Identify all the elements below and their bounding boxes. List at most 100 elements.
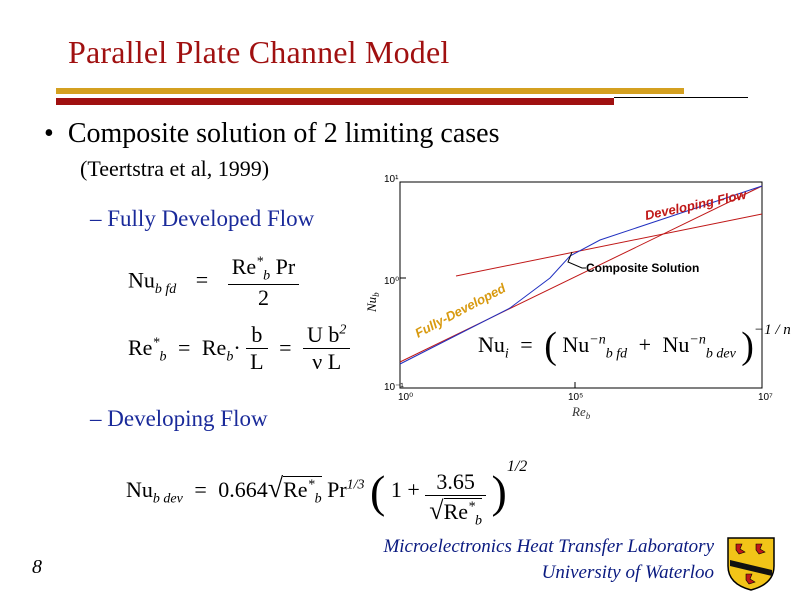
fully-developed-line — [455, 213, 763, 277]
eq-equals: = — [177, 335, 191, 360]
eq-sqrt-sign: √ — [429, 496, 444, 525]
eq-nu-dev-term-sup: −n — [689, 332, 706, 348]
eq-ub-sup: 2 — [339, 322, 347, 338]
equation-nu-i: Nui = ( Nu−nb fd + Nu−nb dev )−1 / n — [478, 322, 791, 368]
bullet-text: Composite solution of 2 limiting cases — [67, 118, 500, 149]
x-tick-left: 10⁰ — [398, 392, 413, 403]
eq-equals: = — [279, 335, 292, 360]
eq-dot: · — [233, 335, 241, 360]
eq-b: b — [246, 322, 268, 349]
eq-nu-fd-denominator: 2 — [257, 285, 269, 311]
y-tick-middle: 10⁰ — [384, 276, 399, 287]
eq-paren-right: ) — [491, 466, 507, 517]
x-tick-right: 10⁷ — [758, 392, 773, 403]
x-axis-label-text: Re — [571, 404, 586, 419]
eq-ub2-over-nul: U b2 ν L — [303, 322, 351, 375]
eq-b-over-l: b L — [246, 322, 268, 375]
eq-nu-fd-numerator: Re*b Pr — [227, 254, 300, 286]
crest-lion-bottom — [745, 573, 756, 585]
eq-sqrt-re-den: √Re*b — [425, 496, 486, 529]
dash: – — [90, 406, 102, 431]
x-axis-label-sub: b — [586, 411, 591, 421]
eq-nu-dev-exp: 1/2 — [506, 458, 528, 475]
title-rule-thin — [614, 97, 748, 98]
subheading-fully-developed: – Fully Developed Flow — [90, 206, 314, 232]
eq-coef: 0.664 — [218, 477, 268, 502]
eq-equals: = — [520, 332, 533, 357]
y-axis-label: Nub — [364, 292, 381, 313]
label-developing-flow-text: Developing Flow — [644, 187, 749, 223]
dash: – — [90, 206, 102, 231]
eq-sqrt-body: Re*b — [283, 476, 322, 506]
crest-lion-right — [755, 543, 766, 555]
eq-paren-right: ) — [741, 325, 754, 367]
title-rule-red — [56, 98, 614, 105]
eq-re-star-sup: * — [152, 335, 160, 351]
eq-equals: = — [195, 267, 209, 293]
eq-ub2: U b2 — [303, 322, 351, 349]
label-developing-flow: Developing Flow — [644, 187, 749, 223]
citation: (Teertstra et al, 1999) — [80, 156, 270, 181]
page-number: 8 — [32, 556, 42, 578]
y-tick-top: 10¹ — [384, 174, 399, 185]
eq-re: Re — [231, 254, 257, 279]
footer-lab: Microelectronics Heat Transfer Laborator… — [383, 536, 714, 557]
eq-nu-fd-term: Nu — [562, 332, 590, 357]
eq-re-sup: * — [307, 477, 315, 493]
developing-flow-line — [399, 185, 763, 363]
title-rule-gold — [56, 88, 684, 94]
eq-nu-fd-lhs-sub: b fd — [154, 281, 177, 297]
university-crest-logo — [727, 537, 775, 591]
eq-equals: = — [194, 477, 207, 502]
eq-nu-dev-term-sub: b dev — [705, 346, 736, 362]
bullet-main: • Composite solution of 2 limiting cases — [44, 118, 499, 150]
eq-re: Re — [283, 477, 308, 502]
eq-re-sup: * — [468, 499, 476, 515]
subheading-developing-label: Developing Flow — [107, 406, 268, 431]
eq-re-sub: b — [263, 268, 271, 284]
eq-365-fraction: 3.65 √Re*b — [425, 469, 487, 529]
eq-paren-left: ( — [544, 325, 557, 367]
eq-nu-fd-lhs: Nu — [128, 267, 155, 293]
plot-frame — [399, 181, 763, 389]
eq-nu-fd-term-sub: b fd — [605, 346, 628, 362]
bullet-dot: • — [44, 118, 54, 149]
eq-nu-dev-lhs: Nu — [126, 477, 153, 502]
eq-re: Re — [443, 499, 469, 524]
eq-one-plus: 1 + — [390, 477, 420, 502]
crest-lion-left — [735, 543, 746, 555]
eq-nu-fd-fraction: Re*b Pr 2 — [227, 254, 300, 311]
eq-nu-dev-lhs-sub: b dev — [152, 491, 183, 507]
eq-ub: U b — [307, 322, 340, 347]
eq-re-star-sub: b — [159, 349, 167, 365]
eq-re-b: Re — [201, 335, 227, 360]
label-composite-solution: Composite Solution — [586, 261, 699, 275]
eq-re-sub: b — [475, 513, 483, 529]
y-axis-label-sub: b — [371, 292, 381, 297]
eq-nu-fd-term-sup: −n — [589, 332, 606, 348]
eq-re-star-lhs: Re — [128, 335, 153, 360]
equation-nu-fd: Nub fd = Re*b Pr 2 — [128, 254, 300, 311]
y-axis-label-text: Nub — [364, 292, 381, 313]
eq-pr-sup: 1/3 — [346, 477, 365, 493]
eq-sqrt-sign: √ — [267, 473, 284, 504]
composite-pointer — [567, 251, 586, 269]
composite-plot: 10¹ 10⁰ 10⁻¹ 10⁰ 10⁵ 10⁷ Nub Reb Fully-D… — [364, 174, 773, 421]
subheading-fully-developed-label: Fully Developed Flow — [107, 206, 315, 231]
eq-re-sup: * — [256, 254, 264, 270]
eq-nu-i-lhs: Nu — [478, 332, 505, 357]
eq-nu-i-exp: −1 / n — [753, 322, 791, 338]
eq-nu-i-sub: i — [504, 346, 509, 362]
eq-365: 3.65 — [425, 469, 487, 496]
x-tick-middle: 10⁵ — [568, 392, 583, 403]
eq-re-b-sub: b — [226, 349, 234, 365]
eq-paren-left: ( — [370, 466, 386, 517]
eq-pr: Pr — [270, 254, 296, 279]
footer-university: University of Waterloo — [541, 562, 714, 583]
slide-title: Parallel Plate Channel Model — [68, 34, 450, 70]
crest-chevron — [730, 560, 772, 576]
y-tick-bottom: 10⁻¹ — [384, 382, 404, 393]
eq-sqrt-body: Re*b — [443, 498, 483, 528]
eq-l: L — [250, 349, 264, 374]
eq-nul: ν L — [312, 349, 342, 374]
